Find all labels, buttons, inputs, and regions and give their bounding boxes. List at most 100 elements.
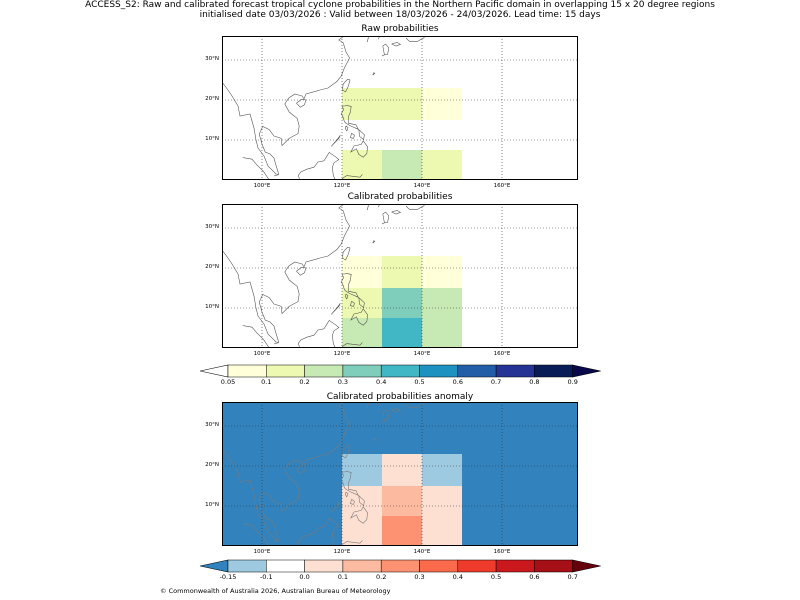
raw-probability-map (222, 36, 578, 180)
colorbar-under-triangle (199, 364, 229, 378)
raw-map-svg (222, 36, 578, 180)
colorbar-tick-label: 0.05 (220, 378, 236, 386)
colorbar-tick-label: 0.4 (452, 573, 463, 581)
coastline (381, 222, 385, 225)
coastline (358, 495, 365, 507)
coastline (382, 211, 390, 224)
lon-tick-label: 120°E (333, 351, 351, 357)
coastline (296, 98, 307, 108)
colorbar-segment (266, 364, 305, 378)
coastline (378, 204, 380, 208)
coastline (358, 297, 365, 309)
coastline (342, 78, 351, 93)
colorbar-tick-label: 0.6 (529, 573, 540, 581)
coastline (340, 105, 360, 131)
anomaly-panel-title: Calibrated probabilities anomaly (326, 392, 474, 402)
lat-tick-label: 30°N (205, 56, 219, 62)
grid-cell (382, 288, 422, 318)
colorbar-tick-label: 0.2 (299, 378, 310, 386)
colorbar-segment (534, 559, 573, 573)
grid-cell (422, 256, 462, 288)
coastline (323, 151, 340, 180)
coastline (350, 506, 368, 524)
grid-cell (382, 454, 422, 486)
colorbar-tick-label: 0.7 (567, 573, 578, 581)
coastline (366, 36, 370, 43)
lat-tick-label: 20°N (205, 264, 219, 270)
colorbar-segment (534, 364, 573, 378)
coastline (298, 526, 325, 546)
coastline (372, 240, 376, 244)
coastline (391, 42, 402, 47)
coastline (340, 471, 360, 497)
grid-cell (382, 486, 422, 516)
probability-colorbar: 0.05 0.1 0.2 0.3 0.4 0.5 0.6 0.7 0.8 0.9 (199, 363, 601, 386)
grid-cell (342, 256, 382, 288)
coastline (323, 319, 340, 348)
grid-cell (422, 318, 462, 348)
coastline (344, 293, 349, 300)
lat-tick-label: 20°N (205, 462, 219, 468)
coastline (381, 420, 385, 423)
calibrated-map-svg (222, 204, 578, 348)
lat-tick-label: 30°N (205, 422, 219, 428)
lat-tick-label: 10°N (205, 304, 219, 310)
lon-tick-label: 140°E (413, 183, 431, 189)
coastline (381, 54, 385, 57)
lon-tick-label: 120°E (333, 549, 351, 555)
colorbar-tick-label: 0.0 (299, 573, 310, 581)
colorbar-tick-label: -0.1 (259, 573, 273, 581)
lon-tick-label: 140°E (413, 351, 431, 357)
colorbar-svg (199, 559, 601, 573)
colorbar-tick-label: 0.5 (414, 378, 425, 386)
coastline (242, 157, 270, 180)
coastline (273, 540, 279, 543)
colorbar-tick-label: 0.1 (337, 573, 349, 581)
coastline (358, 129, 365, 141)
colorbar-segment (457, 559, 497, 573)
colorbar-tick-label: -0.15 (219, 573, 237, 581)
coastline (350, 308, 368, 326)
lon-tick-label: 100°E (253, 351, 271, 357)
grid-cell (422, 516, 462, 546)
coastline (222, 402, 350, 541)
coastline (340, 342, 363, 348)
coastline (296, 266, 307, 276)
coastline (340, 273, 360, 299)
coastline (382, 43, 390, 56)
lon-tick-label: 140°E (413, 549, 431, 555)
grid-cell (382, 88, 422, 120)
colorbar-tick-label: 0.3 (414, 573, 425, 581)
coastline (340, 540, 363, 546)
coastline (391, 408, 402, 413)
colorbar-segment (304, 559, 344, 573)
coastline (405, 204, 426, 210)
lon-tick-label: 160°E (493, 351, 511, 357)
coastline (366, 204, 370, 211)
coastline (382, 409, 390, 422)
coastline (350, 132, 355, 139)
coastline (242, 523, 270, 546)
coastline (273, 174, 279, 177)
colorbar-segment (495, 559, 535, 573)
colorbar-segment (419, 364, 459, 378)
coastline (350, 498, 355, 505)
colorbar-segment (342, 364, 382, 378)
copyright-footer: © Commonwealth of Australia 2026, Austra… (160, 587, 391, 595)
grid-cell (422, 288, 462, 318)
coastline (344, 491, 349, 498)
colorbar-under-triangle (199, 559, 229, 573)
coastline (344, 125, 349, 132)
grid-cell (422, 454, 462, 486)
colorbar-tick-label: 0.3 (337, 378, 349, 386)
coastline (405, 402, 426, 408)
colorbar-segment (266, 559, 305, 573)
colorbar-segment (380, 364, 420, 378)
grid-cell (422, 486, 462, 516)
colorbar-tick-label: 0.6 (452, 378, 463, 386)
grid-cell (342, 454, 382, 486)
coastline (273, 342, 279, 345)
coastline (222, 204, 350, 343)
coastline (350, 300, 355, 307)
colorbar-segment (457, 364, 497, 378)
